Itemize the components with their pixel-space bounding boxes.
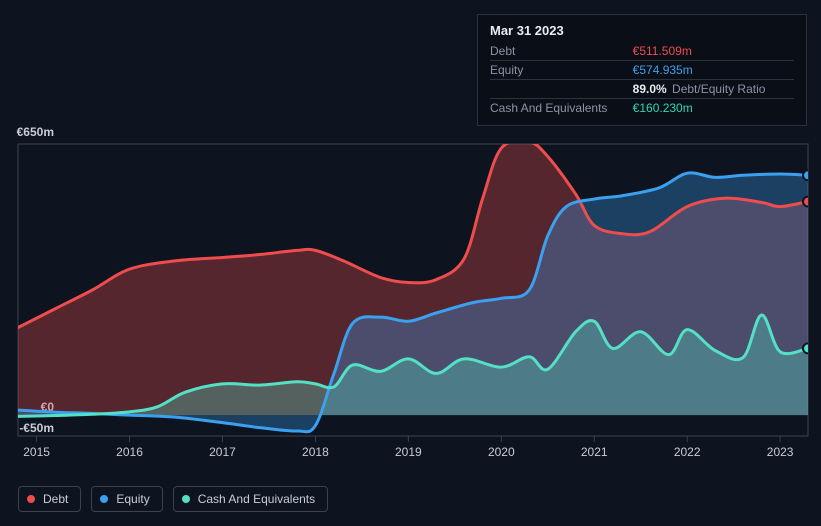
x-tick-label: 2021 (581, 445, 608, 459)
plot-area (18, 141, 813, 432)
cash-swatch-icon (182, 495, 190, 503)
tooltip-debt-value: €511.509m (633, 42, 794, 61)
x-tick-label: 2022 (674, 445, 701, 459)
y-tick-label: -€50m (19, 421, 54, 435)
tooltip-ratio-label: Debt/Equity Ratio (672, 82, 765, 96)
debt-swatch-icon (27, 495, 35, 503)
x-tick-label: 2020 (488, 445, 515, 459)
y-tick-label: €650m (17, 125, 54, 139)
legend-cash-label: Cash And Equivalents (198, 492, 315, 506)
tooltip-debt-label: Debt (490, 42, 633, 61)
legend-cash[interactable]: Cash And Equivalents (173, 486, 328, 512)
debt-marker (803, 197, 813, 207)
tooltip-ratio-value: 89.0% (633, 82, 667, 96)
legend-debt-label: Debt (43, 492, 68, 506)
x-tick-label: 2015 (23, 445, 50, 459)
x-tick-label: 2018 (302, 445, 329, 459)
tooltip-equity-value: €574.935m (633, 61, 794, 80)
x-tick-label: 2016 (116, 445, 143, 459)
tooltip-date: Mar 31 2023 (490, 23, 794, 38)
equity-swatch-icon (100, 495, 108, 503)
legend-debt[interactable]: Debt (18, 486, 81, 512)
debt-equity-chart: Mar 31 2023 Debt €511.509m Equity €574.9… (0, 0, 821, 526)
cash-marker (803, 343, 813, 353)
tooltip-equity-label: Equity (490, 61, 633, 80)
legend-equity[interactable]: Equity (91, 486, 162, 512)
chart-tooltip: Mar 31 2023 Debt €511.509m Equity €574.9… (477, 14, 807, 126)
x-axis: 2015 2016 2017 2018 2019 2020 2021 2022 2023 (23, 436, 794, 459)
equity-marker (803, 170, 813, 180)
tooltip-cash-value: €160.230m (633, 99, 794, 118)
x-tick-label: 2017 (209, 445, 236, 459)
legend-equity-label: Equity (116, 492, 149, 506)
tooltip-ratio: 89.0% Debt/Equity Ratio (633, 80, 794, 99)
x-tick-label: 2019 (395, 445, 422, 459)
legend: Debt Equity Cash And Equivalents (18, 486, 328, 512)
tooltip-table: Debt €511.509m Equity €574.935m 89.0% De… (490, 42, 794, 117)
tooltip-cash-label: Cash And Equivalents (490, 99, 633, 118)
x-tick-label: 2023 (767, 445, 794, 459)
